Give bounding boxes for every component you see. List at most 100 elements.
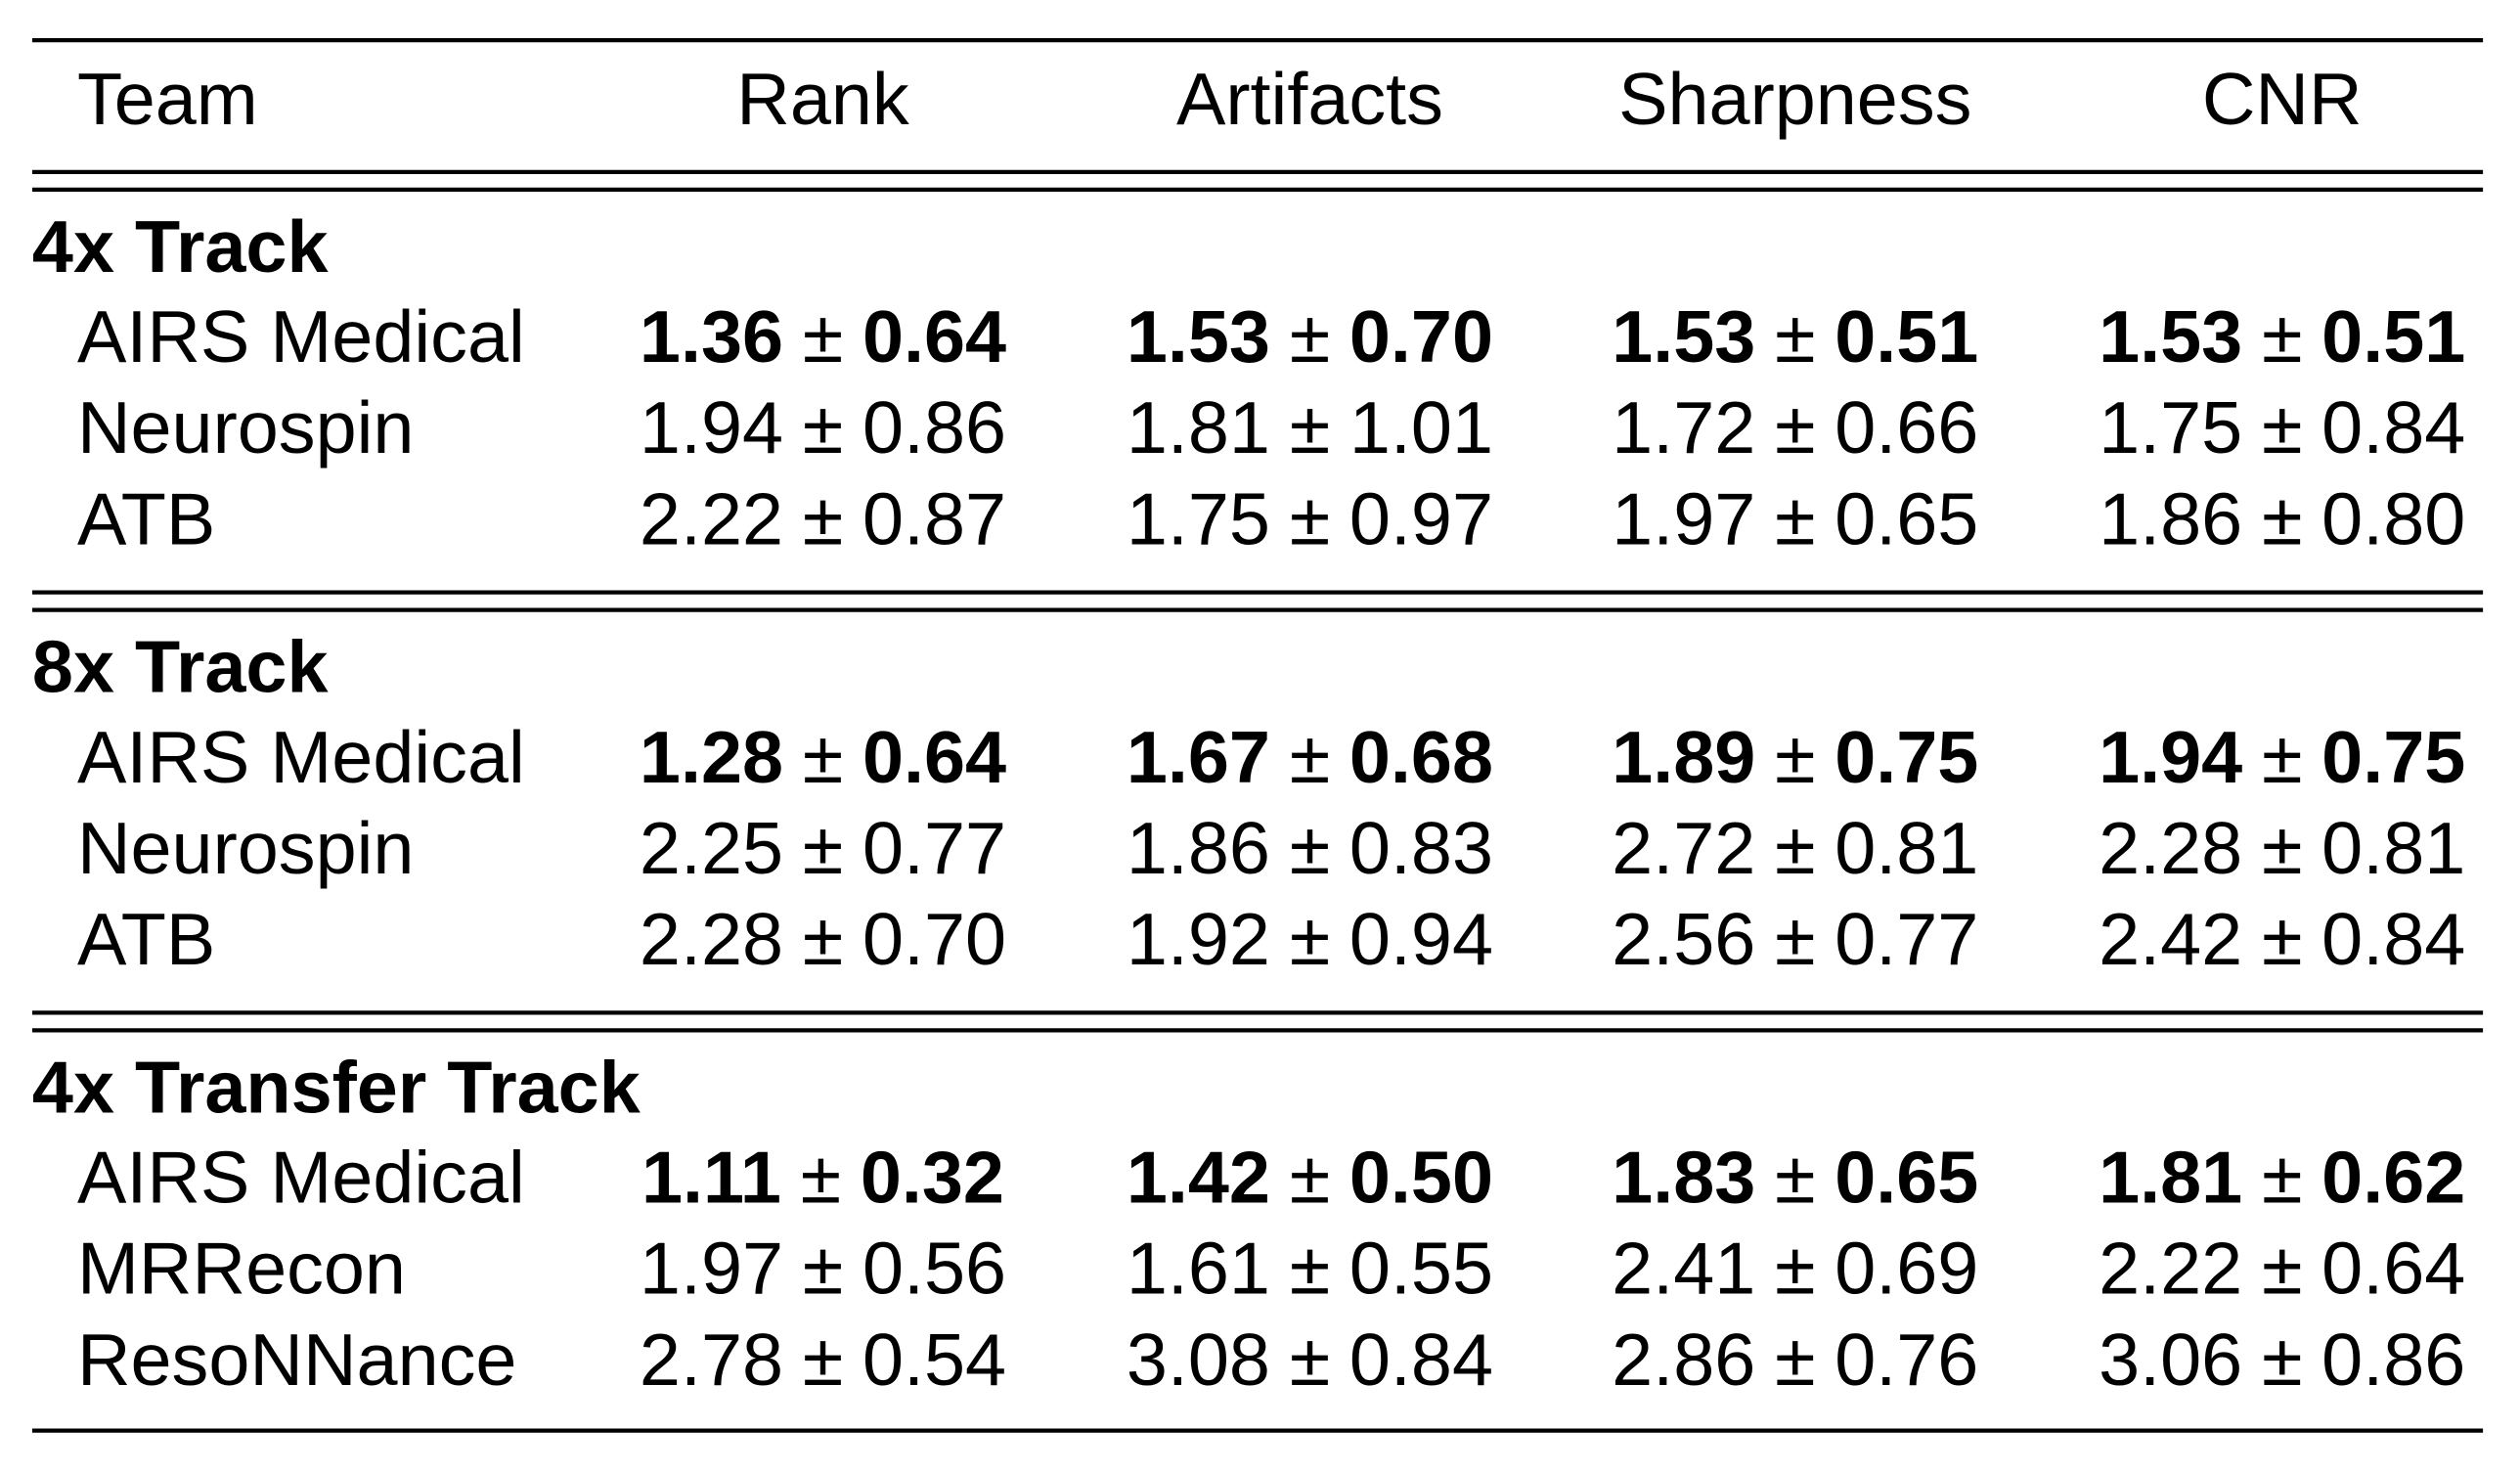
mean: 1.67	[1127, 717, 1270, 799]
std: 0.64	[862, 296, 1006, 379]
plus-minus: ±	[1775, 717, 1815, 799]
std: 0.84	[2321, 387, 2465, 469]
team-name: ATB	[77, 899, 215, 981]
mean: 1.11	[641, 1138, 781, 1220]
plus-minus: ±	[1775, 1228, 1815, 1311]
team-name: Neurospin	[77, 808, 414, 890]
mean: 2.22	[640, 478, 783, 560]
std: 0.81	[1835, 808, 1978, 890]
column-header: Sharpness	[1618, 59, 1971, 141]
std: 0.65	[1835, 478, 1978, 560]
plus-minus: ±	[1290, 1228, 1330, 1311]
score-cell: 2.25 ±0.77	[640, 808, 1006, 890]
score-cell: 1.36 ±0.64	[640, 296, 1006, 379]
section-title: 4x Transfer Track	[32, 1047, 641, 1129]
score-cell: 1.53 ±0.51	[1612, 296, 1978, 379]
score-cell: 2.22 ±0.87	[640, 478, 1006, 560]
std: 0.64	[2321, 1228, 2465, 1311]
column-header: Artifacts	[1176, 59, 1443, 141]
score-cell: 1.53 ±0.51	[2099, 296, 2465, 379]
column-header: Team	[77, 59, 258, 141]
std: 1.01	[1349, 387, 1493, 469]
mean: 2.28	[2099, 808, 2242, 890]
plus-minus: ±	[1290, 478, 1330, 560]
plus-minus: ±	[803, 808, 843, 890]
mean: 1.94	[640, 387, 783, 469]
mean: 1.36	[640, 296, 783, 379]
std: 0.75	[1835, 717, 1978, 799]
plus-minus: ±	[1290, 1138, 1330, 1220]
plus-minus: ±	[1775, 478, 1815, 560]
team-name: AIRS Medical	[77, 1138, 525, 1220]
mean: 2.41	[1612, 1228, 1755, 1311]
plus-minus: ±	[1290, 899, 1330, 981]
std: 0.86	[2321, 1319, 2465, 1402]
mean: 1.94	[2099, 717, 2242, 799]
team-name: AIRS Medical	[77, 717, 525, 799]
plus-minus: ±	[1775, 808, 1815, 890]
mean: 1.89	[1612, 717, 1755, 799]
mean: 3.06	[2099, 1319, 2242, 1402]
std: 0.81	[2321, 808, 2465, 890]
mean: 2.22	[2099, 1228, 2242, 1311]
std: 0.94	[1349, 899, 1493, 981]
std: 0.76	[1835, 1319, 1978, 1402]
score-cell: 1.81 ±0.62	[2099, 1138, 2465, 1220]
team-name: ResoNNance	[77, 1319, 516, 1402]
std: 0.68	[1349, 717, 1493, 799]
mean: 1.81	[1127, 387, 1270, 469]
column-header: Rank	[736, 59, 909, 141]
plus-minus: ±	[2262, 1319, 2302, 1402]
score-cell: 1.97 ±0.65	[1612, 478, 1978, 560]
plus-minus: ±	[1775, 1319, 1815, 1402]
std: 0.32	[861, 1138, 1004, 1220]
score-cell: 3.08 ±0.84	[1127, 1319, 1493, 1402]
std: 0.62	[2321, 1138, 2465, 1220]
std: 0.65	[1835, 1138, 1978, 1220]
score-cell: 2.42 ±0.84	[2099, 899, 2465, 981]
score-cell: 1.75 ±0.84	[2099, 387, 2465, 469]
std: 0.51	[2321, 296, 2465, 379]
plus-minus: ±	[2262, 899, 2302, 981]
mean: 2.25	[640, 808, 783, 890]
score-cell: 1.53 ±0.70	[1127, 296, 1493, 379]
std: 0.84	[1349, 1319, 1493, 1402]
std: 0.64	[862, 717, 1006, 799]
team-name: Neurospin	[77, 387, 414, 469]
std: 0.55	[1349, 1228, 1493, 1311]
score-cell: 1.86 ±0.80	[2099, 478, 2465, 560]
plus-minus: ±	[803, 899, 843, 981]
plus-minus: ±	[1775, 387, 1815, 469]
score-cell: 1.92 ±0.94	[1127, 899, 1493, 981]
score-cell: 1.89 ±0.75	[1612, 717, 1978, 799]
mean: 2.86	[1612, 1319, 1755, 1402]
plus-minus: ±	[2262, 1138, 2302, 1220]
plus-minus: ±	[1290, 808, 1330, 890]
mean: 2.56	[1612, 899, 1755, 981]
team-name: MRRecon	[77, 1228, 406, 1311]
mean: 1.75	[1127, 478, 1270, 560]
std: 0.70	[1349, 296, 1493, 379]
score-cell: 1.72 ±0.66	[1612, 387, 1978, 469]
mean: 2.42	[2099, 899, 2242, 981]
mean: 1.97	[640, 1228, 783, 1311]
std: 0.70	[862, 899, 1006, 981]
score-cell: 1.81 ±1.01	[1127, 387, 1493, 469]
score-cell: 2.28 ±0.81	[2099, 808, 2465, 890]
mean: 2.72	[1612, 808, 1755, 890]
plus-minus: ±	[803, 1319, 843, 1402]
score-cell: 2.22 ±0.64	[2099, 1228, 2465, 1311]
mean: 2.78	[640, 1319, 783, 1402]
mean: 1.53	[1127, 296, 1270, 379]
plus-minus: ±	[2262, 808, 2302, 890]
std: 0.86	[862, 387, 1006, 469]
mean: 3.08	[1127, 1319, 1270, 1402]
score-cell: 1.28 ±0.64	[640, 717, 1006, 799]
mean: 1.86	[2099, 478, 2242, 560]
score-cell: 1.11 ±0.32	[641, 1138, 1004, 1220]
std: 0.66	[1835, 387, 1978, 469]
std: 0.97	[1349, 478, 1493, 560]
mean: 1.83	[1612, 1138, 1755, 1220]
mean: 1.28	[640, 717, 783, 799]
score-cell: 2.41 ±0.69	[1612, 1228, 1978, 1311]
